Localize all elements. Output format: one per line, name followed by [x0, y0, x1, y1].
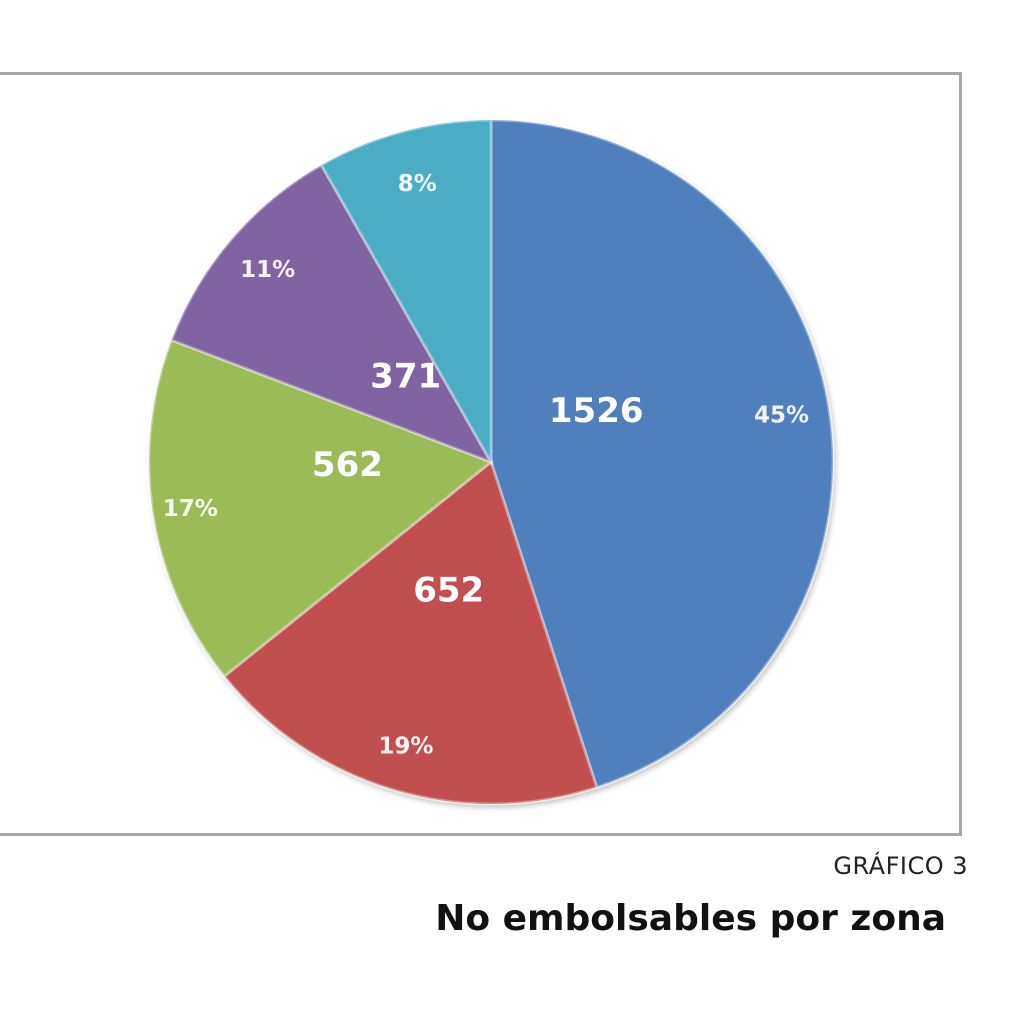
pie-slice-4 [169, 162, 495, 465]
pie-slice-3 [147, 338, 494, 679]
slice-percent-label: 45% [754, 403, 809, 429]
pie-chart: 1526 45% 652 19% 562 17% 371 11% 8% [147, 118, 835, 806]
pie-labels: 1526 45% 652 19% 562 17% 371 11% 8% [163, 171, 809, 760]
slice-value-label: 562 [312, 445, 383, 485]
chart-frame: 1526 45% 652 19% 562 17% 371 11% 8% [0, 72, 962, 836]
pie-slice-2 [222, 459, 599, 806]
pie-slice-1 [489, 118, 835, 790]
pie-slices [147, 118, 835, 806]
slice-percent-label: 19% [378, 734, 433, 760]
chart-title: No embolsables por zona [435, 898, 946, 939]
slice-percent-label: 17% [163, 496, 218, 522]
slice-percent-label: 11% [240, 257, 295, 283]
slice-value-label: 652 [413, 571, 484, 611]
pie-slice-5 [319, 118, 493, 468]
slice-percent-label: 8% [398, 171, 437, 197]
slice-value-label: 1526 [549, 391, 644, 431]
chart-kicker: GRÁFICO 3 [833, 852, 968, 880]
slice-value-label: 371 [370, 357, 441, 397]
